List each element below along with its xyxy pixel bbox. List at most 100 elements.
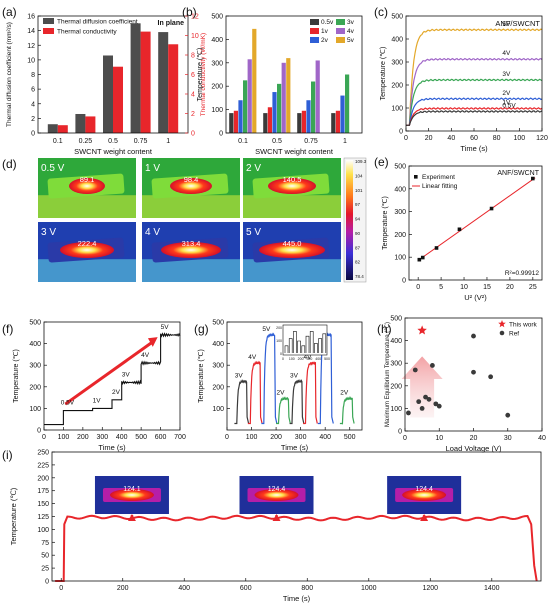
y-tick-label: 0	[31, 131, 35, 138]
y2-tick-label: 2	[191, 111, 195, 118]
thermal-image: 0.5 V 89.1	[38, 158, 136, 218]
pulse-trace-3V	[289, 379, 305, 425]
x-tick-label: 20	[425, 135, 433, 142]
y-tick-label: 200	[391, 83, 403, 90]
y-tick-label: 175	[37, 488, 49, 495]
panel-label: (g)	[194, 322, 209, 336]
temperature-trace	[55, 514, 538, 582]
step-label: 4V	[141, 352, 150, 359]
series-label: 3V	[502, 71, 511, 78]
y-tick-label: 6	[31, 87, 35, 94]
panel-label: (b)	[182, 5, 197, 19]
y-tick-label: 50	[41, 553, 49, 560]
x-tick-label: 0.5	[272, 138, 282, 145]
chart-title: ANF/SWCNT	[497, 170, 539, 177]
legend-swatch	[43, 28, 54, 34]
y-tick-label: 125	[37, 514, 49, 521]
plot-frame	[405, 15, 543, 132]
ref-point	[412, 367, 418, 373]
ref-point	[419, 406, 425, 411]
x-tick-label: 80	[493, 135, 501, 142]
x-tick-label: 0	[225, 434, 229, 441]
voltage-label: 1 V	[145, 163, 160, 174]
x-tick-label: 20	[470, 435, 478, 442]
y-tick-label: 100	[212, 406, 224, 413]
x-tick-label: 30	[504, 435, 512, 442]
pulse-trace-5V	[261, 332, 278, 425]
pulse-label: 4V	[248, 354, 257, 361]
x-tick-label: 120	[536, 135, 548, 142]
colorbar-tick-label: 97	[355, 202, 361, 207]
y2-axis-label: Thermal conductivity (W/mK)	[200, 33, 207, 116]
bar-2v	[272, 92, 277, 133]
colorbar-tick-label: 109.3	[355, 159, 367, 164]
x-tick-label: 200	[270, 434, 282, 441]
y-tick-label: 0	[45, 579, 49, 586]
inset-x-tick: 0	[282, 357, 284, 361]
x-tick-label: 1	[343, 138, 347, 145]
colorbar	[346, 160, 353, 280]
plot-frame	[408, 165, 543, 281]
x-axis-label: SWCNT weight content	[255, 147, 334, 156]
y-tick-label: 400	[394, 186, 406, 193]
x-tick-label: 0.25	[79, 138, 93, 145]
pulse-label: 3V	[290, 372, 299, 379]
temperature-trace	[44, 332, 181, 426]
step-label: 2V	[112, 389, 121, 396]
bar-thermal-conductivity	[168, 44, 179, 133]
this-work-star	[417, 325, 427, 335]
x-tick-label: 0	[403, 435, 407, 442]
temperature-readout: 222.4	[78, 239, 97, 248]
pulse-trace-4V	[303, 361, 318, 425]
hot-spot	[402, 489, 447, 501]
x-tick-label: 40	[447, 135, 455, 142]
bar-0.5v	[263, 113, 268, 133]
y-tick-label: 500	[390, 316, 402, 323]
panel-label: (c)	[374, 5, 388, 19]
series-label: 4V	[502, 50, 511, 57]
bar-thermal-conductivity	[140, 31, 151, 134]
hot-spot	[109, 489, 154, 501]
bar-thermal-diffusion	[130, 23, 141, 133]
colorbar-tick-label: 87	[355, 245, 361, 250]
y-tick-label: 4	[31, 101, 35, 108]
x-tick-label: 5	[439, 284, 443, 291]
temperature-readout: 313.4	[182, 239, 201, 248]
chart-a: 0.1 0.25 0.5 0.75 10246810121416024681012SWC…	[6, 14, 207, 157]
panel-label: (h)	[377, 322, 392, 336]
bar-4v	[281, 62, 286, 133]
voltage-label: 2 V	[246, 163, 261, 174]
colorbar-tick-label: 82	[355, 260, 361, 265]
x-tick-label: 0	[404, 135, 408, 142]
step-label: 1V	[93, 397, 102, 404]
y-tick-label: 100	[390, 406, 402, 413]
bar-5v	[286, 58, 291, 134]
inset-pulse	[297, 340, 301, 353]
pulse-label: 4V	[303, 354, 312, 361]
x-tick-label: 60	[470, 135, 478, 142]
y-axis-label: Temperature (℃)	[197, 48, 204, 102]
pointer-arrow-head	[272, 514, 281, 521]
x-tick-label: 0.75	[134, 138, 148, 145]
inset-pulse	[314, 343, 318, 353]
x-tick-label: 400	[319, 434, 331, 441]
thermal-image: 3 V 222.4	[38, 222, 136, 282]
bar-2v	[306, 100, 311, 133]
hot-spot	[69, 178, 105, 194]
x-tick-label: 10	[460, 284, 468, 291]
data-point	[531, 176, 535, 181]
y-tick-label: 300	[394, 209, 406, 216]
temperature-readout: 140.5	[283, 175, 302, 184]
temperature-readout: 89.1	[80, 175, 95, 184]
inset-pulse	[284, 345, 289, 353]
x-tick-label: 600	[155, 434, 167, 441]
y-tick-label: 100	[37, 527, 49, 534]
y-tick-label: 200	[394, 232, 406, 239]
bar-2v	[340, 95, 345, 133]
legend-label: 1v	[321, 28, 329, 35]
x-tick-label: 300	[96, 434, 108, 441]
inset-x-tick: 300	[306, 357, 312, 361]
y-tick-label: 0	[37, 428, 41, 435]
y-tick-label: 0	[398, 429, 402, 436]
